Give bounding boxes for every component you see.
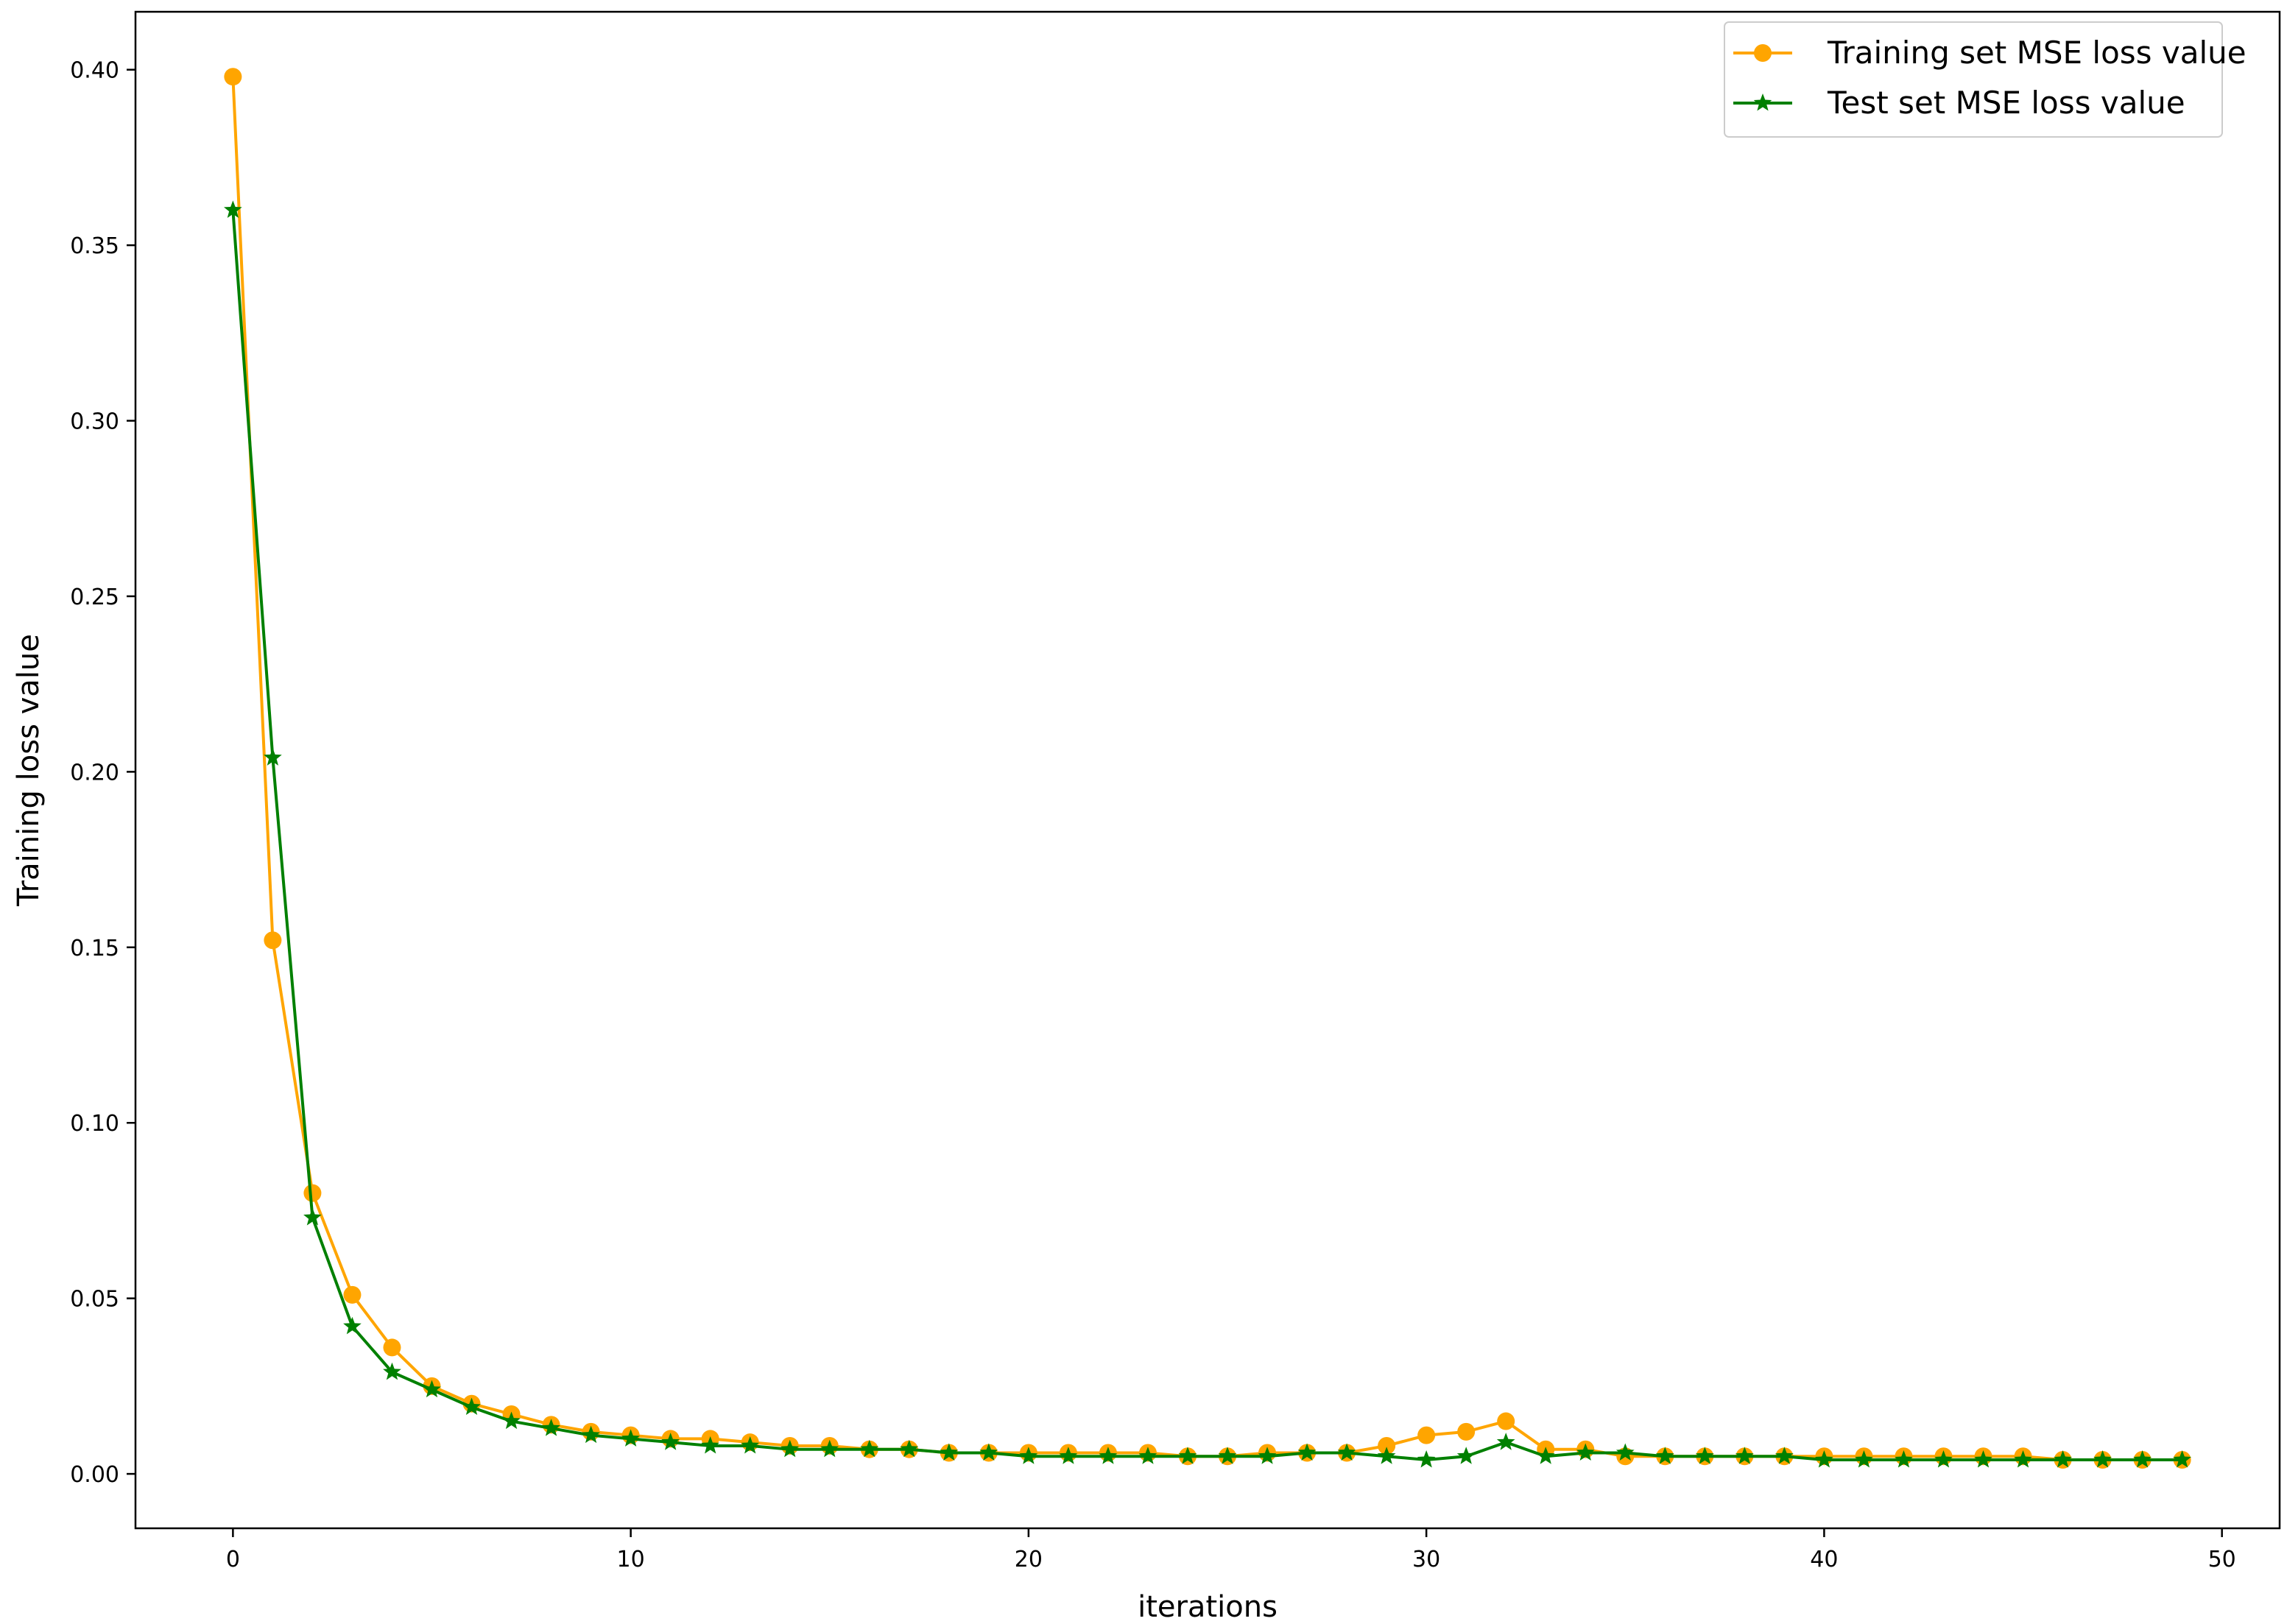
data-point: [1019, 1447, 1038, 1464]
legend-item: Training set MSE loss value: [1733, 35, 2247, 71]
data-point: [1974, 1450, 1992, 1468]
data-point: [502, 1411, 521, 1430]
y-tick-label: 0.30: [70, 409, 119, 435]
y-tick-label: 0.20: [70, 760, 119, 785]
plot-area: [134, 10, 2281, 1530]
data-point: [264, 931, 282, 950]
data-point: [1417, 1450, 1436, 1468]
data-point: [303, 1207, 322, 1226]
data-point: [224, 200, 242, 218]
data-point: [900, 1439, 919, 1458]
data-point: [1178, 1447, 1197, 1464]
legend-marker: [1753, 93, 1772, 111]
y-tick-label: 0.10: [70, 1111, 119, 1137]
data-point: [701, 1436, 720, 1454]
data-point: [1258, 1447, 1277, 1464]
data-point: [661, 1433, 680, 1450]
data-point: [423, 1380, 441, 1398]
series-layer: [224, 68, 2191, 1469]
data-point: [303, 1184, 322, 1202]
y-axis-ticks: 0.00 0.05 0.10 0.15 0.20 0.25 0.30 0.35 0.40: [70, 58, 135, 1488]
y-axis-label: Training loss value: [12, 634, 46, 907]
series-test: [224, 200, 2191, 1468]
data-point: [1695, 1447, 1714, 1464]
data-point: [383, 1362, 401, 1380]
data-point: [1775, 1447, 1794, 1464]
x-tick-label: 0: [226, 1547, 240, 1572]
data-point: [264, 748, 282, 766]
data-point: [542, 1419, 560, 1436]
data-point: [1655, 1447, 1674, 1464]
y-tick-label: 0.00: [70, 1462, 119, 1488]
data-point: [1536, 1447, 1555, 1464]
data-point: [343, 1316, 362, 1335]
data-point: [1815, 1450, 1833, 1468]
data-point: [2014, 1450, 2032, 1468]
data-point: [1615, 1443, 1635, 1461]
data-point: [1337, 1443, 1356, 1461]
data-point: [1934, 1450, 1953, 1468]
data-point: [621, 1429, 640, 1447]
x-tick-label: 40: [1810, 1547, 1838, 1572]
data-point: [1218, 1447, 1237, 1464]
data-point: [1059, 1447, 1078, 1464]
data-point: [1417, 1426, 1436, 1444]
data-point: [1377, 1447, 1396, 1464]
data-point: [1456, 1447, 1476, 1464]
data-point: [383, 1338, 401, 1357]
data-point: [1138, 1447, 1157, 1464]
data-point: [1378, 1436, 1396, 1455]
data-point: [1457, 1422, 1476, 1441]
series-line: [231, 210, 2182, 1462]
data-point: [224, 68, 242, 86]
y-tick-label: 0.35: [70, 233, 119, 259]
data-point: [582, 1425, 600, 1444]
x-tick-label: 50: [2208, 1547, 2236, 1572]
data-point: [462, 1397, 481, 1415]
data-point: [1496, 1433, 1515, 1450]
data-point: [2054, 1450, 2072, 1468]
data-point: [2093, 1450, 2112, 1468]
legend-label: Test set MSE loss value: [1827, 85, 2185, 121]
legend: Training set MSE loss value Test set MSE …: [1724, 21, 2247, 138]
x-axis-label: iterations: [1138, 1590, 1278, 1624]
data-point: [1099, 1447, 1118, 1464]
x-tick-label: 20: [1015, 1547, 1043, 1572]
y-tick-label: 0.25: [70, 585, 119, 610]
data-point: [741, 1436, 760, 1454]
x-axis-ticks: 0 10 20 30 40 50: [226, 1528, 2236, 1572]
y-tick-label: 0.40: [70, 58, 119, 84]
data-point: [1735, 1447, 1754, 1464]
data-point: [2173, 1450, 2191, 1468]
data-point: [1855, 1450, 1873, 1468]
data-point: [1497, 1412, 1515, 1430]
data-point: [820, 1439, 839, 1458]
data-point: [1576, 1443, 1595, 1461]
y-tick-label: 0.05: [70, 1287, 119, 1313]
data-point: [979, 1443, 998, 1461]
data-point: [860, 1439, 879, 1458]
x-tick-label: 30: [1412, 1547, 1440, 1572]
y-tick-label: 0.15: [70, 936, 119, 961]
data-point: [780, 1439, 800, 1458]
data-point: [1297, 1443, 1317, 1461]
legend-marker: [1754, 44, 1772, 62]
data-point: [343, 1285, 362, 1304]
legend-box: [1724, 21, 2223, 138]
legend-label: Training set MSE loss value: [1827, 35, 2247, 71]
data-point: [940, 1443, 959, 1461]
data-point: [2133, 1450, 2152, 1468]
data-point: [1895, 1450, 1913, 1468]
x-tick-label: 10: [617, 1547, 645, 1572]
legend-item: Test set MSE loss value: [1733, 85, 2185, 121]
